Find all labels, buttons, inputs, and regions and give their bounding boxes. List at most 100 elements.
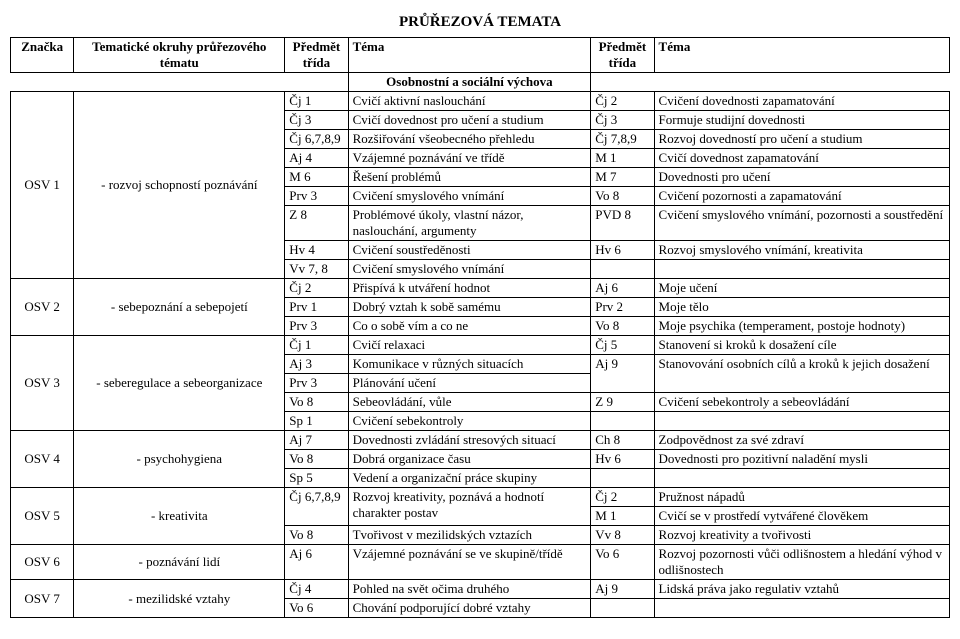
cell: Aj 3	[285, 355, 348, 374]
cell	[591, 469, 654, 488]
cell: Čj 4	[285, 580, 348, 599]
section-row: Osobnostní a sociální výchova	[11, 73, 950, 92]
cell: Vo 8	[591, 317, 654, 336]
cell: Cvičení smyslového vnímání, pozornosti a…	[654, 206, 949, 241]
cell: Aj 7	[285, 431, 348, 450]
cell	[654, 599, 949, 618]
cell: Čj 2	[591, 488, 654, 507]
cell: Cvičení smyslového vnímání	[348, 187, 591, 206]
cell: Pružnost nápadů	[654, 488, 949, 507]
h-znacka: Značka	[11, 38, 74, 73]
h-tema-b: Téma	[654, 38, 949, 73]
cell: Aj 9	[591, 355, 654, 393]
cell: Prv 3	[285, 317, 348, 336]
cell: Přispívá k utváření hodnot	[348, 279, 591, 298]
znacka-cell: OSV 6	[11, 545, 74, 580]
table-row: OSV 6- poznávání lidíAj 6Vzájemné poznáv…	[11, 545, 950, 580]
table-row: OSV 2- sebepoznání a sebepojetíČj 2Přisp…	[11, 279, 950, 298]
cell: Rozvoj kreativity, poznává a hodnotí cha…	[348, 488, 591, 526]
cell: Vo 8	[285, 450, 348, 469]
okruh-cell: - mezilidské vztahy	[74, 580, 285, 618]
cell: Čj 1	[285, 336, 348, 355]
cell: Čj 3	[285, 111, 348, 130]
cell: Čj 1	[285, 92, 348, 111]
section-heading: Osobnostní a sociální výchova	[348, 73, 591, 92]
cell: Čj 3	[591, 111, 654, 130]
cell	[591, 599, 654, 618]
cell: Cvičí dovednost pro učení a studium	[348, 111, 591, 130]
cell: Hv 6	[591, 450, 654, 469]
cell: M 7	[591, 168, 654, 187]
cell: Cvičí aktivní naslouchání	[348, 92, 591, 111]
cell: Stanovení si kroků k dosažení cíle	[654, 336, 949, 355]
cross-cutting-themes-table: Značka Tematické okruhy průřezového téma…	[10, 37, 950, 618]
znacka-cell: OSV 2	[11, 279, 74, 336]
znacka-cell: OSV 4	[11, 431, 74, 488]
cell: Vo 6	[285, 599, 348, 618]
cell: Co o sobě vím a co ne	[348, 317, 591, 336]
cell: Cvičení soustředěnosti	[348, 241, 591, 260]
cell	[591, 412, 654, 431]
cell	[654, 260, 949, 279]
page-title: PRŮŘEZOVÁ TEMATA	[10, 14, 950, 31]
cell: Prv 2	[591, 298, 654, 317]
table-row: OSV 4- psychohygienaAj 7Dovednosti zvlád…	[11, 431, 950, 450]
znacka-cell: OSV 3	[11, 336, 74, 431]
cell	[591, 260, 654, 279]
cell: Čj 2	[591, 92, 654, 111]
cell: Dovednosti pro učení	[654, 168, 949, 187]
cell: Rozvoj kreativity a tvořivosti	[654, 526, 949, 545]
cell: Prv 1	[285, 298, 348, 317]
cell: Cvičí se v prostředí vytvářené člověkem	[654, 507, 949, 526]
cell: Cvičení sebekontroly	[348, 412, 591, 431]
cell: Vzájemné poznávání ve třídě	[348, 149, 591, 168]
cell: Dobrý vztah k sobě samému	[348, 298, 591, 317]
cell: Tvořivost v mezilidských vztazích	[348, 526, 591, 545]
cell: Stanovování osobních cílů a kroků k jeji…	[654, 355, 949, 393]
cell: Vo 8	[285, 393, 348, 412]
cell: Cvičení smyslového vnímání	[348, 260, 591, 279]
cell: Rozvoj dovedností pro učení a studium	[654, 130, 949, 149]
cell: Pohled na svět očima druhého	[348, 580, 591, 599]
cell	[654, 469, 949, 488]
h-okruh: Tematické okruhy průřezového tématu	[74, 38, 285, 73]
cell: Cvičení pozornosti a zapamatování	[654, 187, 949, 206]
okruh-cell: - sebepoznání a sebepojetí	[74, 279, 285, 336]
cell: Čj 7,8,9	[591, 130, 654, 149]
cell: M 6	[285, 168, 348, 187]
cell: Dobrá organizace času	[348, 450, 591, 469]
h-predmet-a: Předmět třída	[285, 38, 348, 73]
okruh-cell: - psychohygiena	[74, 431, 285, 488]
table-row: OSV 5- kreativitaČj 6,7,8,9Rozvoj kreati…	[11, 488, 950, 507]
cell: Sebeovládání, vůle	[348, 393, 591, 412]
cell: Rozšiřování všeobecného přehledu	[348, 130, 591, 149]
cell: Problémové úkoly, vlastní názor, naslouc…	[348, 206, 591, 241]
cell: Z 8	[285, 206, 348, 241]
cell: Čj 6,7,8,9	[285, 130, 348, 149]
cell: Čj 5	[591, 336, 654, 355]
cell: Moje psychika (temperament, postoje hodn…	[654, 317, 949, 336]
table-row: OSV 7- mezilidské vztahyČj 4Pohled na sv…	[11, 580, 950, 599]
cell: Z 9	[591, 393, 654, 412]
cell: Moje učení	[654, 279, 949, 298]
okruh-cell: - rozvoj schopností poznávání	[74, 92, 285, 279]
okruh-cell: - seberegulace a sebeorganizace	[74, 336, 285, 431]
cell: Prv 3	[285, 187, 348, 206]
cell: Rozvoj pozornosti vůči odlišnostem a hle…	[654, 545, 949, 580]
table-row: OSV 1- rozvoj schopností poznáváníČj 1Cv…	[11, 92, 950, 111]
cell: Čj 2	[285, 279, 348, 298]
cell: Hv 4	[285, 241, 348, 260]
h-tema-a: Téma	[348, 38, 591, 73]
header-row: Značka Tematické okruhy průřezového téma…	[11, 38, 950, 73]
cell: Moje tělo	[654, 298, 949, 317]
cell: Aj 6	[285, 545, 348, 580]
cell: Vo 6	[591, 545, 654, 580]
cell: Komunikace v různých situacích	[348, 355, 591, 374]
cell: Aj 4	[285, 149, 348, 168]
cell: Zodpovědnost za své zdraví	[654, 431, 949, 450]
cell: Vv 8	[591, 526, 654, 545]
cell: M 1	[591, 149, 654, 168]
cell: Hv 6	[591, 241, 654, 260]
cell: Chování podporující dobré vztahy	[348, 599, 591, 618]
znacka-cell: OSV 5	[11, 488, 74, 545]
